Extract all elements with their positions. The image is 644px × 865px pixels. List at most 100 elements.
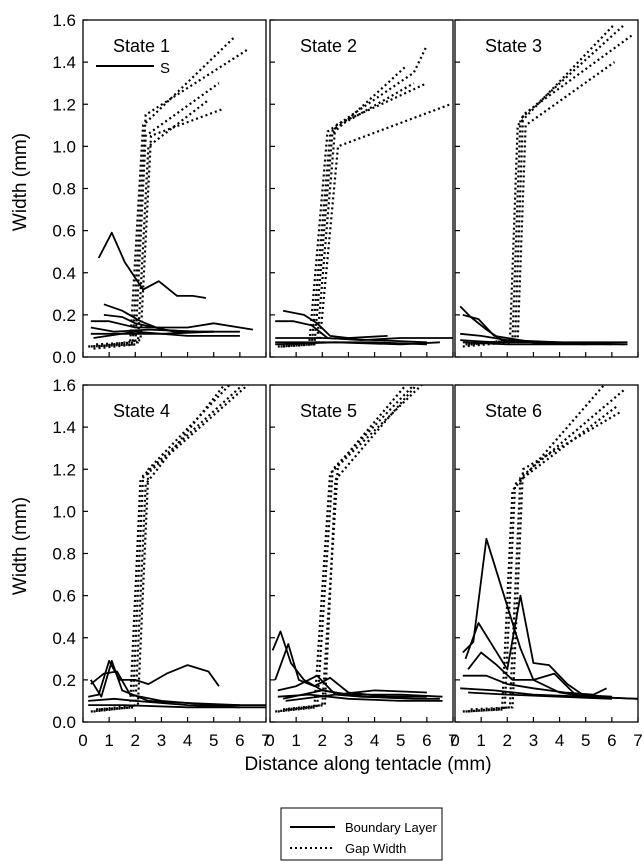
y-tick-label: 1.0	[52, 137, 76, 156]
gap-width-line	[90, 48, 249, 348]
boundary-layer-line	[103, 314, 214, 333]
panel-title: State 4	[113, 401, 170, 421]
series-group	[460, 385, 638, 713]
panel-state-6: State 60 1 2 3 4 5 6 7	[450, 384, 643, 750]
gap-width-line	[470, 61, 616, 346]
legend-label-boundary: Boundary Layer	[345, 820, 437, 835]
panel-grid: State 10.00.20.40.60.81.01.21.41.6State …	[52, 11, 642, 750]
y-tick-label: 1.4	[52, 53, 76, 72]
boundary-layer-line	[467, 651, 612, 698]
x-tick-label: 3	[344, 731, 353, 750]
boundary-layer-line	[285, 689, 427, 702]
scale-annotation: S	[96, 60, 170, 77]
gap-width-line	[280, 65, 407, 348]
gap-width-line	[98, 107, 225, 348]
gap-width-line	[98, 385, 231, 711]
panel-state-2: State 2	[269, 19, 454, 358]
x-tick-label: 0	[265, 731, 274, 750]
x-tick-label: 7	[633, 731, 642, 750]
x-tick-label: 7	[448, 731, 457, 750]
x-tick-label: 1	[476, 731, 485, 750]
gap-width-line	[285, 385, 418, 711]
boundary-layer-line	[88, 660, 220, 698]
gap-width-line	[462, 23, 616, 348]
y-tick-label: 1.2	[52, 95, 76, 114]
series-group	[459, 23, 634, 348]
y-tick-label: 0.6	[52, 587, 76, 606]
gap-width-line	[275, 385, 423, 713]
boundary-layer-line	[282, 689, 440, 700]
boundary-layer-line	[271, 630, 443, 698]
x-tick-label: 4	[370, 731, 379, 750]
gap-width-line	[88, 36, 236, 348]
boundary-layer-line	[274, 643, 427, 698]
x-tick-label: 5	[209, 731, 218, 750]
x-tick-label: 6	[607, 731, 616, 750]
x-tick-label: 0	[450, 731, 459, 750]
y-tick-label: 0.4	[52, 629, 76, 648]
scale-label: S	[160, 60, 170, 77]
series-group	[271, 385, 443, 713]
panel-frame	[454, 384, 639, 723]
gap-width-line	[467, 388, 626, 713]
y-tick-label: 0.2	[52, 306, 76, 325]
gap-width-line	[277, 44, 428, 348]
boundary-layer-line	[90, 670, 266, 706]
y-tick-label: 1.6	[52, 376, 76, 395]
boundary-layer-line	[462, 674, 607, 696]
x-tick-label: 0	[78, 731, 87, 750]
x-tick-label: 4	[555, 731, 564, 750]
boundary-layer-line	[464, 594, 587, 698]
gap-width-line	[283, 82, 415, 348]
y-tick-label: 0.8	[52, 545, 76, 564]
boundary-layer-line	[90, 330, 214, 335]
x-tick-label: 5	[396, 731, 405, 750]
y-tick-label: 0.2	[52, 671, 76, 690]
gap-width-line	[277, 385, 415, 713]
gap-width-line	[282, 385, 407, 711]
x-tick-label: 4	[183, 731, 192, 750]
gap-width-line	[96, 99, 210, 346]
legend-label-gap: Gap Width	[345, 841, 406, 856]
panel-state-1: State 1 0.0 0.2 0.4 0.6 0.8 1.0 1.2 1.4 1.6	[52, 11, 267, 367]
series-group	[88, 385, 266, 713]
panel-state-3: State 3	[454, 19, 639, 358]
boundary-layer-line	[93, 330, 240, 339]
boundary-layer-line	[275, 337, 427, 344]
x-tick-label: 2	[131, 731, 140, 750]
boundary-layer-line	[90, 320, 254, 331]
y-tick-label: 1.0	[52, 502, 76, 521]
panel-title: State 5	[300, 401, 357, 421]
y-tick-label: 1.4	[52, 418, 76, 437]
gap-width-line	[96, 385, 226, 711]
y-tick-label: 1.6	[52, 11, 76, 30]
y-tick-label: 0.4	[52, 264, 76, 283]
x-tick-label: 3	[157, 731, 166, 750]
panel-frame	[269, 19, 454, 358]
gap-width-line	[470, 411, 621, 711]
gap-width-line	[465, 23, 626, 346]
y-tick-label: 0.8	[52, 180, 76, 199]
x-tick-label: 3	[529, 731, 538, 750]
gap-width-line	[465, 405, 618, 713]
gap-width-line	[467, 33, 634, 346]
x-tick-label: 5	[581, 731, 590, 750]
x-tick-label: 2	[318, 731, 327, 750]
legend: Boundary Layer Gap Width	[280, 807, 443, 861]
panel-title: State 2	[300, 36, 357, 56]
y-axis-label-bottom: Width (mm)	[10, 497, 31, 595]
y-tick-label: 0.6	[52, 222, 76, 241]
series-group	[88, 36, 254, 350]
series-group	[275, 44, 453, 348]
panel-frame	[454, 19, 639, 358]
boundary-layer-line	[460, 339, 612, 346]
panel-state-4: State 4 0.0 0.2 0.4 0.6 0.8 1.0 1.2 1.4 1.6 0 1 2 3 4 5…	[52, 376, 270, 750]
x-tick-label: 6	[235, 731, 244, 750]
x-tick-label: 1	[291, 731, 300, 750]
boundary-layer-line	[88, 704, 266, 709]
x-tick-label: 6	[422, 731, 431, 750]
panel-state-5: State 50 1 2 3 4 5 6 7	[265, 384, 458, 750]
gap-width-line	[93, 82, 220, 350]
y-tick-label: 0.0	[52, 713, 76, 732]
panel-title: State 6	[485, 401, 542, 421]
